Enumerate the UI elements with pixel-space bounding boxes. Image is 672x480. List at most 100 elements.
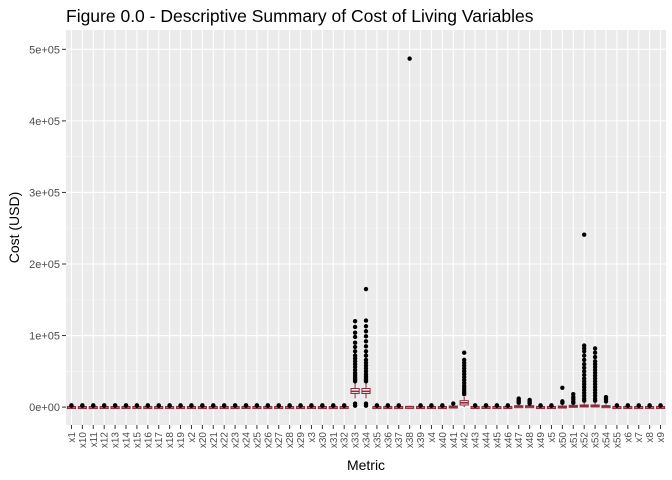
box-x38 — [405, 56, 415, 409]
box-x5 — [546, 403, 557, 410]
outlier-point — [363, 339, 369, 344]
x-tick-label: x45 — [492, 432, 503, 449]
outlier-point — [592, 398, 598, 403]
x-tick-label: x28 — [285, 432, 296, 449]
x-tick-label: x47 — [514, 432, 525, 449]
outlier-point — [451, 401, 456, 406]
box-x6 — [623, 403, 633, 410]
outlier-point — [581, 232, 587, 237]
box-x52 — [579, 232, 589, 408]
box-x36 — [383, 403, 393, 410]
box-x53 — [590, 346, 600, 408]
x-tick-label: x12 — [100, 432, 111, 449]
box-x10 — [77, 403, 87, 410]
outlier-point — [123, 403, 129, 408]
outlier-point — [352, 340, 358, 345]
outlier-point — [309, 403, 314, 408]
outlier-point — [178, 403, 183, 408]
x-tick-label: x41 — [449, 432, 460, 449]
box-x25 — [252, 403, 262, 410]
box-x14 — [121, 403, 131, 410]
outlier-point — [581, 357, 587, 363]
outlier-point — [363, 349, 369, 354]
box-x47 — [514, 396, 524, 409]
x-tick-label: x29 — [296, 432, 307, 449]
x-tick-label: x32 — [340, 432, 351, 449]
x-tick-label: x17 — [154, 432, 165, 449]
x-tick-label: x4 — [427, 432, 438, 443]
box-x21 — [208, 403, 218, 410]
outlier-point — [167, 403, 172, 408]
box-x51 — [568, 392, 578, 408]
outlier-point — [581, 398, 587, 403]
outlier-point — [363, 334, 369, 339]
outlier-point — [614, 403, 620, 408]
x-tick-label: x40 — [438, 432, 449, 449]
outlier-point — [440, 403, 445, 408]
outlier-point — [363, 286, 369, 292]
outlier-point — [363, 403, 369, 408]
outlier-point — [483, 403, 489, 408]
outlier-point — [461, 392, 467, 397]
outlier-point — [363, 353, 369, 358]
x-tick-label: x24 — [242, 432, 253, 449]
outlier-point — [352, 334, 358, 340]
outlier-point — [538, 403, 543, 408]
box-x22 — [219, 403, 229, 410]
outlier-point — [363, 318, 369, 323]
x-tick-label: x43 — [471, 432, 482, 449]
outlier-point — [363, 344, 369, 349]
outlier-point — [320, 403, 325, 408]
x-tick-label: x20 — [198, 432, 209, 449]
x-tick-label: x52 — [580, 432, 591, 449]
x-tick-label: x30 — [318, 432, 329, 449]
x-tick-label: x55 — [612, 432, 623, 449]
y-tick-label: 3e+05 — [29, 187, 60, 199]
box-x42 — [459, 350, 469, 408]
box-x40 — [437, 403, 447, 410]
box-x30 — [317, 403, 327, 410]
outlier-point — [211, 403, 216, 408]
y-axis-title: Cost (USD) — [6, 192, 22, 264]
box-x3 — [306, 403, 317, 410]
box-x1 — [66, 403, 77, 410]
box-x48 — [525, 397, 535, 409]
box-x7 — [634, 403, 644, 410]
x-tick-label: x10 — [78, 432, 89, 449]
outlier-point — [603, 399, 609, 404]
outlier-point — [581, 361, 587, 367]
x-tick-label: x8 — [645, 432, 656, 443]
box-x20 — [197, 403, 207, 410]
x-tick-label: x27 — [274, 432, 285, 449]
outlier-point — [592, 350, 598, 355]
x-axis-title: Metric — [347, 457, 385, 473]
outlier-point — [560, 385, 565, 390]
box-x17 — [154, 403, 164, 410]
outlier-point — [254, 403, 260, 408]
box-x11 — [88, 403, 98, 410]
outlier-point — [232, 403, 238, 408]
y-tick-label: 2e+05 — [29, 259, 60, 271]
box-x16 — [143, 403, 153, 410]
outlier-point — [658, 403, 663, 408]
outlier-point — [407, 56, 412, 61]
x-tick-label: x39 — [416, 432, 427, 449]
x-tick-label: x15 — [132, 432, 143, 449]
box-x29 — [295, 403, 306, 410]
box-x4 — [426, 403, 437, 410]
x-tick-label: x38 — [405, 432, 416, 449]
outlier-point — [418, 403, 423, 408]
outlier-point — [549, 403, 554, 408]
box-x31 — [328, 403, 338, 410]
box-x49 — [535, 403, 546, 410]
x-tick-label: x25 — [252, 432, 263, 449]
outlier-point — [91, 403, 96, 408]
outlier-point — [352, 379, 358, 384]
chart-title: Figure 0.0 - Descriptive Summary of Cost… — [66, 6, 534, 26]
outlier-point — [352, 349, 358, 354]
x-tick-label: x26 — [263, 432, 274, 449]
outlier-point — [134, 403, 140, 408]
outlier-point — [200, 403, 205, 408]
box-x46 — [503, 403, 513, 410]
outlier-point — [80, 403, 85, 408]
